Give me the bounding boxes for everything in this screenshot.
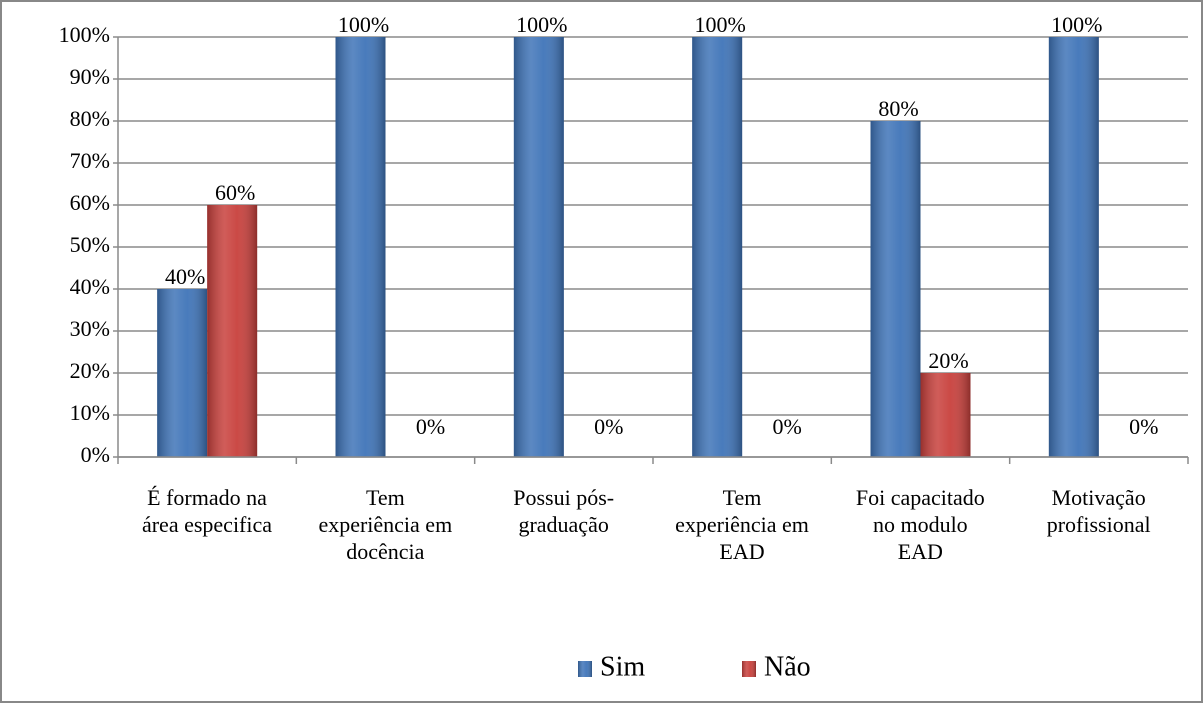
data-label: 80% — [878, 96, 918, 121]
x-tick-label: Tem experiência em docência — [318, 485, 453, 564]
legend-swatch-shade — [578, 661, 592, 677]
legend-swatch-shade — [742, 661, 756, 677]
x-tick-label: Motivação profissional — [1046, 485, 1151, 537]
y-tick-label: 30% — [70, 316, 110, 341]
bar-shade — [513, 37, 564, 457]
y-tick-label: 80% — [70, 106, 110, 131]
data-label: 100% — [1051, 12, 1102, 37]
x-tick-label: É formado na área especifica — [141, 485, 273, 537]
data-label: 40% — [165, 264, 205, 289]
data-label: 0% — [1129, 414, 1158, 439]
data-label: 0% — [594, 414, 623, 439]
y-tick-label: 90% — [70, 64, 110, 89]
data-label: 20% — [928, 348, 968, 373]
bar-shade — [1048, 37, 1099, 457]
y-tick-label: 60% — [70, 190, 110, 215]
y-tick-label: 50% — [70, 232, 110, 257]
y-tick-label: 70% — [70, 148, 110, 173]
data-label: 0% — [416, 414, 445, 439]
x-tick-label: Possui pós- graduação — [513, 485, 615, 537]
y-tick-label: 10% — [70, 400, 110, 425]
bar-shade — [692, 37, 743, 457]
x-tick-label: Tem experiência em EAD — [675, 485, 809, 564]
legend-label: Não — [764, 651, 811, 682]
legend-label: Sim — [600, 651, 645, 682]
bar-shade — [335, 37, 386, 457]
y-tick-label: 0% — [81, 442, 110, 467]
bar-shade — [207, 205, 258, 457]
bar-shade — [870, 121, 921, 457]
y-tick-label: 100% — [59, 22, 110, 47]
bar-shade — [157, 289, 208, 457]
data-label: 100% — [695, 12, 746, 37]
data-label: 0% — [773, 414, 802, 439]
y-tick-label: 20% — [70, 358, 110, 383]
data-label: 100% — [338, 12, 389, 37]
bar-shade — [920, 373, 971, 457]
x-tick-label: Foi capacitado no modulo EAD — [855, 485, 985, 564]
y-tick-label: 40% — [70, 274, 110, 299]
data-label: 60% — [215, 180, 255, 205]
data-label: 100% — [516, 12, 567, 37]
